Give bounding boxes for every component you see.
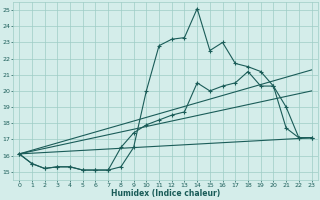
X-axis label: Humidex (Indice chaleur): Humidex (Indice chaleur) [111, 189, 220, 198]
